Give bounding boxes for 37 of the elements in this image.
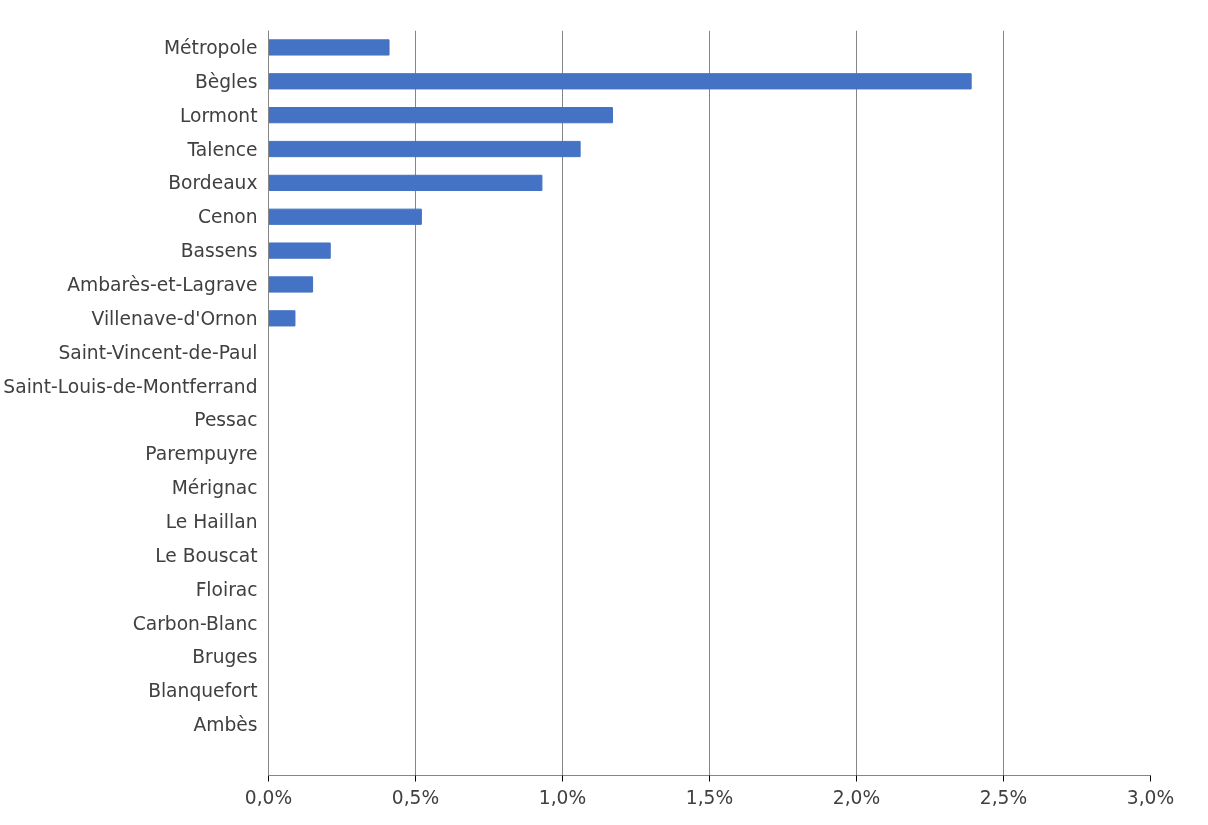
- y-tick-label: Talence: [186, 138, 258, 160]
- y-tick-label: Parempuyre: [145, 443, 258, 465]
- y-tick-label: Cenon: [197, 206, 258, 228]
- y-tick-label: Saint-Vincent-de-Paul: [58, 341, 258, 363]
- bar: [268, 39, 390, 56]
- bar: [268, 107, 613, 124]
- y-tick-label: Bassens: [180, 240, 258, 262]
- y-tick-label: Mérignac: [171, 477, 258, 499]
- x-tick-label: 2,0%: [832, 786, 881, 808]
- bar: [268, 174, 543, 192]
- y-tick-label: Pessac: [194, 409, 258, 431]
- y-tick-label: Blanquefort: [148, 680, 258, 702]
- bar: [268, 73, 972, 90]
- x-tick-label: 1,5%: [685, 786, 734, 808]
- x-tick-label: 0,0%: [244, 786, 293, 808]
- y-tick-label: Bègles: [195, 70, 258, 92]
- bar: [268, 208, 422, 225]
- y-tick-label: Ambarès-et-Lagrave: [67, 273, 258, 295]
- y-tick-label: Le Haillan: [165, 511, 258, 533]
- y-tick-label: Lormont: [179, 104, 258, 126]
- x-tick-label: 0,5%: [391, 786, 440, 808]
- x-tick-label: 3,0%: [1126, 786, 1175, 808]
- bar: [268, 140, 581, 158]
- y-tick-label: Bordeaux: [168, 172, 258, 194]
- y-tick-label: Bruges: [192, 646, 258, 668]
- bar: [268, 310, 296, 327]
- y-tick-label: Métropole: [164, 36, 258, 58]
- x-tick-label: 1,0%: [538, 786, 587, 808]
- y-tick-label: Floirac: [195, 578, 258, 600]
- y-tick-label: Carbon-Blanc: [132, 612, 258, 634]
- y-tick-label: Ambès: [193, 714, 258, 736]
- y-tick-label: Saint-Louis-de-Montferrand: [3, 375, 258, 397]
- bar: [268, 242, 331, 259]
- x-tick-label: 2,5%: [979, 786, 1028, 808]
- bar: [268, 276, 314, 293]
- y-tick-label: Villenave-d'Ornon: [91, 307, 258, 329]
- y-tick-label: Le Bouscat: [155, 544, 258, 566]
